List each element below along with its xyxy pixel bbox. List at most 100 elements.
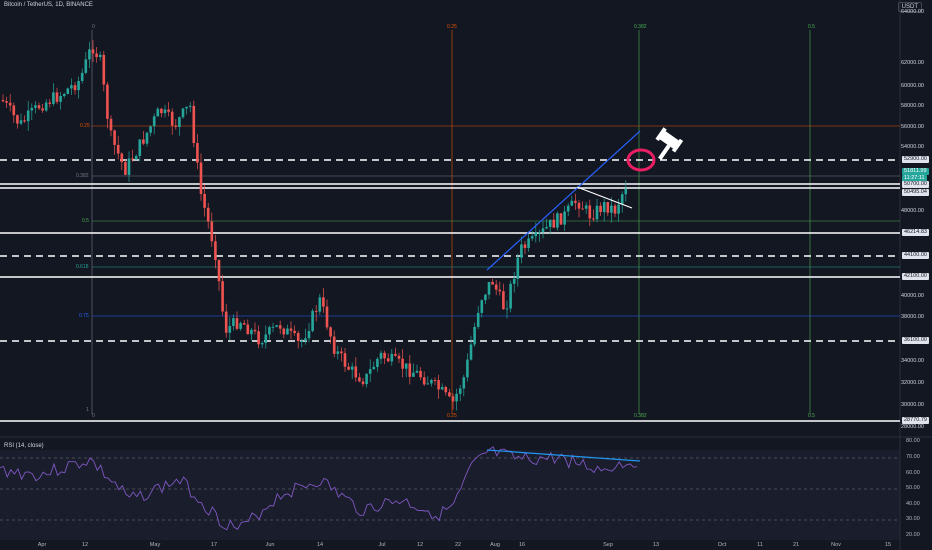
candle-body bbox=[390, 353, 394, 362]
candle-body bbox=[444, 387, 448, 393]
price-tick: 32000.00 bbox=[901, 380, 924, 386]
fib-time-label: 0 bbox=[92, 413, 95, 419]
candle-body bbox=[430, 379, 433, 384]
candle-body bbox=[520, 244, 523, 258]
ascending-trendline bbox=[486, 130, 641, 271]
candle-body bbox=[602, 202, 606, 213]
candle-body bbox=[293, 330, 296, 334]
fib-level-label: 0.618 bbox=[76, 264, 89, 270]
candle-body bbox=[163, 109, 167, 114]
fib-time-label: 0.5 bbox=[808, 413, 815, 419]
candle-body bbox=[480, 300, 484, 313]
candle-body bbox=[199, 162, 203, 194]
candle-body bbox=[80, 72, 84, 81]
last-price-label: 51811.99 bbox=[902, 168, 929, 175]
candle-body bbox=[538, 232, 541, 234]
candle-body bbox=[556, 213, 559, 228]
candle-body bbox=[415, 370, 419, 373]
candle-body bbox=[228, 326, 232, 333]
candle-body bbox=[311, 310, 314, 331]
candle-body bbox=[5, 101, 8, 103]
candle-body bbox=[23, 120, 26, 122]
candle-body bbox=[322, 297, 325, 307]
candle-body bbox=[70, 85, 73, 89]
candle-body bbox=[340, 351, 343, 354]
candle-body bbox=[368, 369, 372, 374]
candle-body bbox=[329, 327, 332, 337]
fib-level-label: 0.382 bbox=[76, 173, 89, 179]
fib-time-label: 0.25 bbox=[447, 24, 457, 30]
candle-body bbox=[358, 377, 361, 382]
candle-body bbox=[221, 281, 224, 312]
date-tick: 12 bbox=[416, 542, 424, 548]
symbol-title[interactable]: Bitcoin / TetherUS, 1D, BINANCE bbox=[4, 2, 93, 8]
level-label: 52900.00 bbox=[902, 156, 929, 163]
candle-body bbox=[95, 53, 98, 58]
candle-body bbox=[347, 366, 350, 370]
candle-body bbox=[192, 105, 196, 143]
candle-body bbox=[185, 106, 188, 109]
candle-body bbox=[523, 244, 527, 248]
candle-body bbox=[610, 205, 613, 213]
candle-body bbox=[386, 358, 390, 362]
candle-body bbox=[120, 153, 124, 163]
fib-time-label: 0.382 bbox=[634, 24, 647, 30]
date-tick: Nov bbox=[831, 542, 841, 548]
candle-body bbox=[422, 377, 426, 385]
candle-body bbox=[142, 139, 145, 144]
candle-body bbox=[124, 162, 127, 175]
candle-body bbox=[98, 54, 102, 58]
rsi-tick: 80.00 bbox=[906, 438, 920, 444]
candle-body bbox=[354, 366, 358, 378]
price-tick: 62000.00 bbox=[901, 60, 924, 66]
candle-body bbox=[404, 363, 408, 369]
currency-badge[interactable]: USDT bbox=[897, 2, 922, 12]
candle-body bbox=[595, 205, 599, 220]
candle-body bbox=[581, 208, 584, 210]
candle-body bbox=[102, 54, 106, 85]
candle-body bbox=[617, 204, 620, 214]
candle-body bbox=[156, 108, 160, 117]
candle-body bbox=[59, 95, 62, 102]
date-tick: 17 bbox=[210, 542, 218, 548]
price-tick: 56000.00 bbox=[901, 124, 924, 130]
candle-body bbox=[476, 312, 480, 327]
candle-body bbox=[563, 211, 566, 225]
candle-body bbox=[318, 297, 322, 312]
candle-body bbox=[235, 318, 239, 329]
date-tick: Sep bbox=[603, 542, 613, 548]
candle-body bbox=[606, 202, 610, 213]
candle-body bbox=[145, 132, 149, 144]
candle-body bbox=[206, 207, 210, 222]
price-tick: 38000.00 bbox=[901, 314, 924, 320]
candle-body bbox=[491, 281, 494, 285]
rsi-line bbox=[0, 446, 638, 531]
candle-body bbox=[1, 100, 5, 102]
candle-body bbox=[224, 311, 228, 333]
fib-level-label: 1 bbox=[86, 407, 89, 413]
candle-body bbox=[599, 205, 602, 213]
level-label: 42100.00 bbox=[902, 273, 929, 280]
rsi-title[interactable]: RSI (14, close) bbox=[4, 443, 44, 449]
candle-body bbox=[620, 194, 624, 205]
candle-body bbox=[289, 328, 293, 331]
gavel-icon bbox=[655, 127, 684, 160]
candle-body bbox=[469, 344, 473, 360]
candle-body bbox=[296, 333, 300, 342]
candle-body bbox=[106, 84, 109, 119]
candle-body bbox=[383, 352, 386, 359]
candle-body bbox=[91, 49, 95, 54]
candle-body bbox=[545, 226, 548, 229]
date-tick: Jun bbox=[265, 542, 275, 548]
candle-body bbox=[527, 238, 530, 248]
candle-body bbox=[307, 330, 311, 339]
candle-body bbox=[116, 144, 120, 154]
candle-body bbox=[253, 329, 257, 332]
candle-body bbox=[84, 59, 88, 73]
candle-body bbox=[170, 111, 174, 126]
candle-body bbox=[167, 109, 170, 112]
level-label: 44100.00 bbox=[902, 252, 929, 259]
candle-body bbox=[516, 257, 520, 279]
candle-body bbox=[257, 331, 260, 345]
